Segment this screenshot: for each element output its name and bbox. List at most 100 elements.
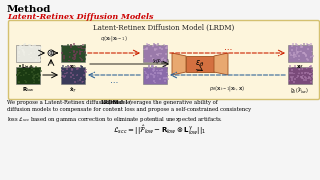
Bar [164,51,166,52]
Text: Latent-Retinex Diffusion Model (LRDM): Latent-Retinex Diffusion Model (LRDM) [93,24,235,32]
Bar [39,54,41,56]
Bar [308,66,310,67]
Bar [156,53,158,55]
Bar [31,73,33,75]
Bar [300,72,302,74]
Bar [306,58,308,60]
Text: $\epsilon_\theta$: $\epsilon_\theta$ [195,59,205,69]
Bar [311,47,314,48]
Bar [64,57,66,59]
Bar [300,46,302,48]
Bar [18,48,20,50]
Bar [301,57,303,59]
Bar [37,54,39,56]
Bar [160,48,162,50]
Text: LRDM: LRDM [100,100,119,105]
Bar [157,59,159,61]
Bar [146,47,148,49]
Bar [153,80,155,82]
Bar [143,68,145,69]
Bar [30,46,32,48]
Bar [71,50,73,51]
Bar [307,68,309,70]
Bar [288,44,312,62]
Bar [67,72,68,74]
Bar [36,50,39,52]
Bar [303,52,305,54]
Bar [83,74,85,76]
Bar [75,77,76,78]
Bar [36,55,37,57]
Bar [39,51,41,53]
Bar [300,70,302,72]
Bar [61,45,63,47]
Bar [36,71,37,73]
Bar [28,78,30,80]
Bar [289,72,291,73]
Bar [71,57,73,59]
Bar [153,76,155,78]
Bar [161,69,163,71]
Bar [305,77,307,79]
Bar [76,74,78,76]
Bar [164,55,166,56]
Bar [143,48,145,50]
Bar [154,72,156,73]
Bar [165,80,167,82]
Bar [160,54,162,56]
Text: $\mathbf{x}_0$: $\mathbf{x}_0$ [69,63,77,71]
Bar [166,49,168,50]
Bar [29,45,31,47]
Bar [300,44,302,46]
Bar [150,70,152,72]
Bar [297,54,299,56]
Bar [75,69,77,70]
Bar [72,74,74,75]
Bar [304,72,307,74]
Bar [61,52,63,54]
Bar [31,47,33,48]
Bar [31,73,33,75]
Bar [164,66,166,68]
Bar [163,57,164,59]
Bar [152,53,154,54]
Bar [81,66,83,68]
Bar [159,78,161,80]
Bar [39,55,41,57]
Bar [165,47,168,49]
Bar [295,56,297,57]
Bar [158,53,160,54]
Text: We propose a Latent-Retinex diffusion model (: We propose a Latent-Retinex diffusion mo… [7,100,131,105]
Bar [152,68,154,70]
Bar [75,53,77,55]
Bar [73,47,75,48]
Bar [61,65,64,67]
Bar [65,51,67,53]
Bar [32,80,34,82]
Bar [73,44,75,45]
Bar [296,59,298,61]
Bar [290,78,292,80]
Bar [39,68,41,70]
Bar [64,73,66,74]
Bar [307,44,309,46]
Bar [165,51,167,53]
Bar [301,78,303,79]
Bar [292,43,294,45]
Bar [29,44,31,45]
Bar [290,65,292,67]
Bar [305,54,307,56]
Bar [298,59,300,60]
Bar [151,48,153,49]
Bar [155,80,157,82]
Bar [70,73,72,75]
Bar [299,60,300,61]
Bar [79,50,81,52]
Bar [163,44,165,45]
Bar [158,56,160,58]
Bar [297,75,300,77]
Bar [35,53,36,55]
Bar [71,54,73,56]
Bar [298,68,300,70]
Bar [299,69,300,70]
